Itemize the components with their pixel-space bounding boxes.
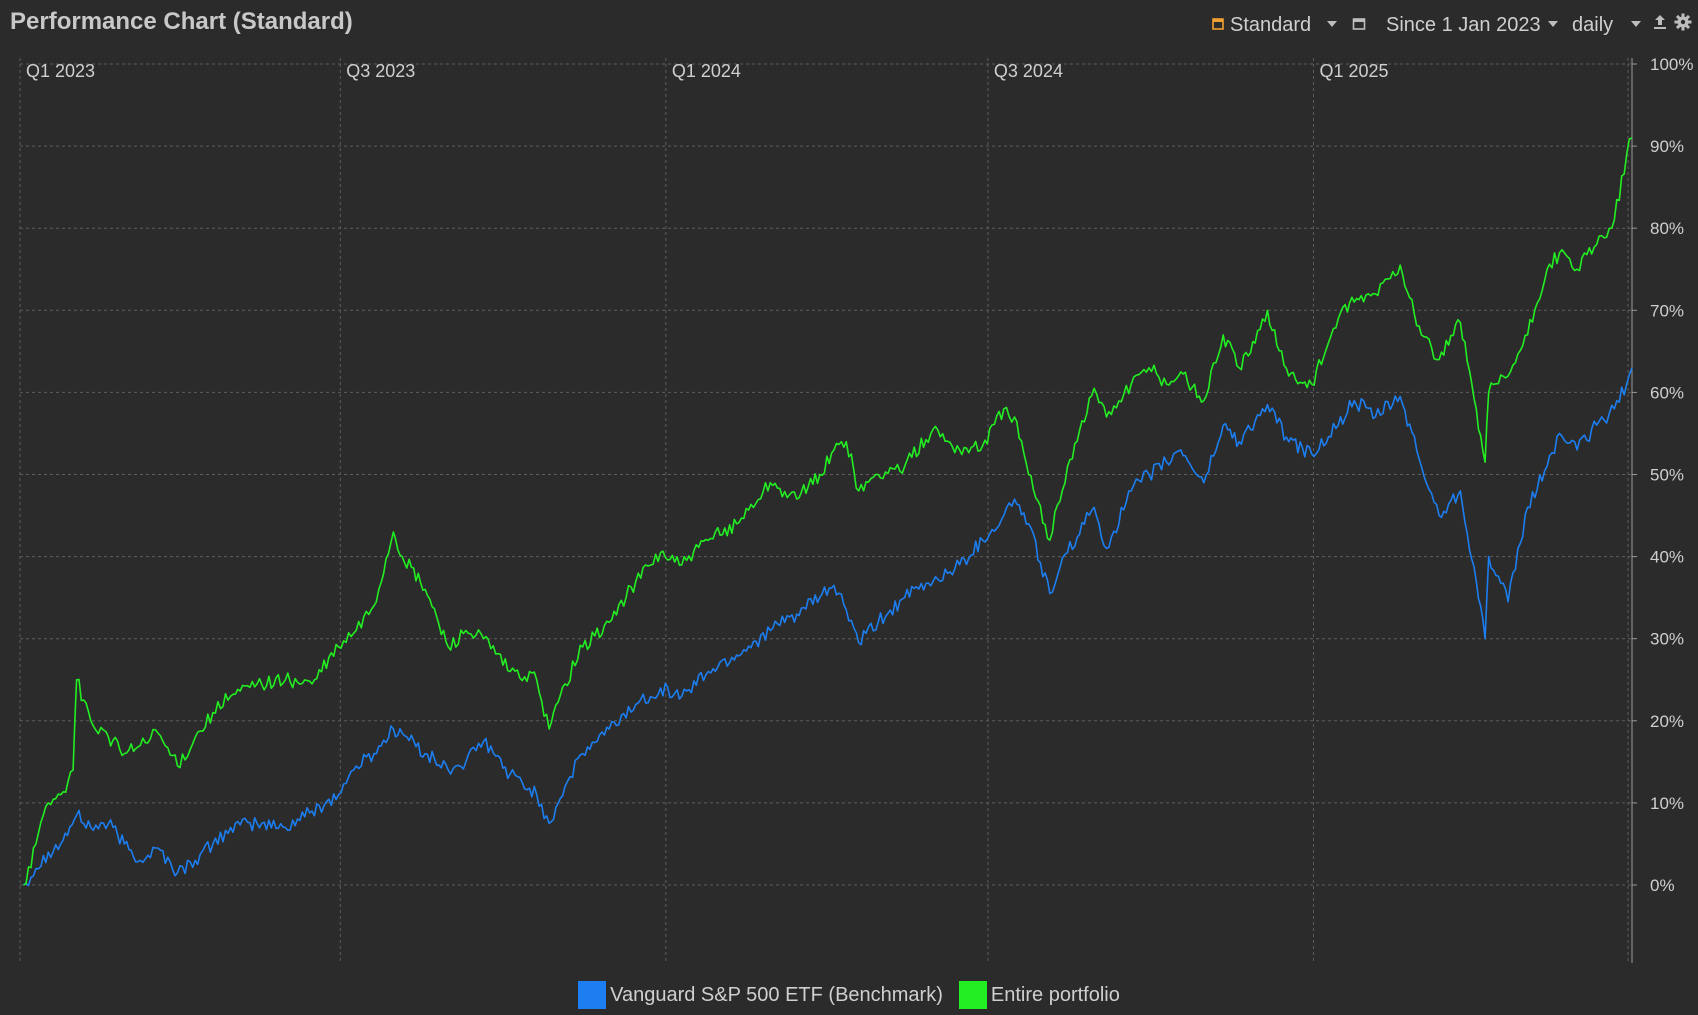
legend-label-benchmark: Vanguard S&P 500 ETF (Benchmark) xyxy=(610,983,943,1006)
y-tick-label: 10% xyxy=(1650,794,1684,813)
y-tick-label: 30% xyxy=(1650,630,1684,649)
period-selector[interactable]: Since 1 Jan 2023 xyxy=(1386,12,1541,38)
performance-line-chart[interactable]: Q1 2023 Q3 2023 Q1 2024 Q3 2024 Q1 2025 0% 10… xyxy=(0,48,1698,968)
chart-header: Performance Chart (Standard) Standard Si… xyxy=(0,0,1698,48)
y-tick-label: 80% xyxy=(1650,219,1684,238)
interval-label: daily xyxy=(1572,13,1614,36)
y-tick-label: 50% xyxy=(1650,466,1684,485)
settings-button[interactable] xyxy=(1674,12,1692,38)
series-line-portfolio[interactable] xyxy=(23,137,1633,886)
gear-icon xyxy=(1674,13,1692,37)
chevron-down-icon[interactable] xyxy=(1631,21,1641,27)
y-tick-label: 20% xyxy=(1650,712,1684,731)
period-label: Since 1 Jan 2023 xyxy=(1386,13,1541,36)
y-tick-label: 0% xyxy=(1650,876,1675,895)
chevron-down-icon[interactable] xyxy=(1327,21,1337,27)
x-gridlines xyxy=(19,58,1314,963)
y-tick-labels: 0% 10% 20% 30% 40% 50% 60% 70% 80% 90% 100% xyxy=(1650,55,1693,895)
y-tick-label: 70% xyxy=(1650,301,1684,320)
x-tick-label: Q3 2023 xyxy=(346,61,415,81)
chart-legend: Vanguard S&P 500 ETF (Benchmark) Entire … xyxy=(0,977,1698,1013)
series-layer xyxy=(23,137,1633,887)
axis-lines xyxy=(1627,58,1633,963)
view-label: Standard xyxy=(1230,13,1312,36)
y-gridlines xyxy=(20,63,1637,886)
y-tick-label: 100% xyxy=(1650,55,1693,74)
calendar-button[interactable] xyxy=(1352,12,1366,38)
export-icon xyxy=(1652,13,1668,37)
x-tick-label: Q3 2024 xyxy=(994,61,1063,81)
page-title: Performance Chart (Standard) xyxy=(10,8,353,35)
x-tick-label: Q1 2023 xyxy=(26,61,95,81)
x-tick-label: Q1 2025 xyxy=(1319,61,1388,81)
y-tick-label: 60% xyxy=(1650,383,1684,402)
export-button[interactable] xyxy=(1652,12,1668,38)
legend-swatch-portfolio xyxy=(958,981,987,1009)
chevron-down-icon[interactable] xyxy=(1548,21,1558,27)
legend-item-benchmark[interactable]: Vanguard S&P 500 ETF (Benchmark) xyxy=(578,981,943,1009)
chart-view-icon xyxy=(1212,14,1224,37)
y-tick-label: 90% xyxy=(1650,137,1684,156)
view-selector[interactable]: Standard xyxy=(1212,12,1311,38)
legend-item-portfolio[interactable]: Entire portfolio xyxy=(958,981,1120,1009)
legend-swatch-benchmark xyxy=(578,981,607,1009)
legend-label-portfolio: Entire portfolio xyxy=(990,983,1120,1006)
x-tick-labels: Q1 2023 Q3 2023 Q1 2024 Q3 2024 Q1 2025 xyxy=(26,61,1389,81)
series-line-benchmark[interactable] xyxy=(23,367,1633,887)
y-tick-label: 40% xyxy=(1650,548,1684,567)
interval-selector[interactable]: daily xyxy=(1572,12,1613,38)
x-tick-label: Q1 2024 xyxy=(672,61,741,81)
calendar-icon xyxy=(1352,14,1366,37)
